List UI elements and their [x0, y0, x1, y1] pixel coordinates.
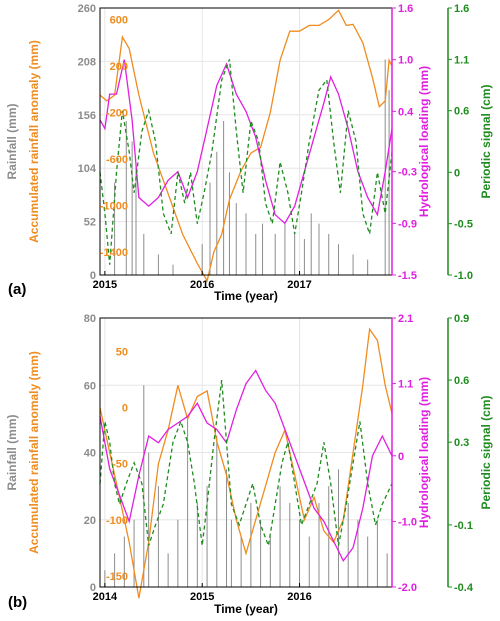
rainfall-tick-label: 52 [84, 217, 96, 229]
rainfall-tick-label: 156 [78, 110, 96, 122]
rainfall-tick-label: 20 [84, 515, 96, 527]
series-accumulated [99, 9, 393, 283]
x-axis-label: Time (year) [214, 289, 278, 303]
series-accumulated [99, 327, 393, 599]
hydro-axis-label: Hydrological loading (mm) [417, 377, 431, 528]
rainfall-tick-label: 260 [78, 3, 96, 15]
rainfall-tick-label: 80 [84, 313, 96, 325]
hydro-tick-label: -2.0 [398, 582, 417, 594]
x-tick-label: 2014 [93, 591, 118, 603]
periodic-tick-label: -0.5 [454, 219, 473, 231]
hydro-tick-label: -1.0 [398, 516, 417, 528]
x-tick-label: 2017 [287, 279, 311, 291]
periodic-tick-label: -0.4 [454, 582, 474, 594]
accumulated-tick-label: -200 [106, 107, 128, 119]
accumulated-tick-label: 0 [122, 403, 128, 415]
x-axis-label: Time (year) [214, 602, 278, 616]
series-hydro [99, 59, 393, 225]
rainfall-tick-label: 0 [90, 582, 96, 594]
accumulated-tick-label: -600 [106, 154, 128, 166]
periodic-tick-label: -1.0 [454, 270, 473, 282]
rainfall-tick-label: 0 [90, 270, 96, 282]
chart-panel-b: 2014 2015 2016 Time (year) 0 20 40 60 80 Rainfall… [5, 313, 493, 616]
panel-label: (b) [8, 594, 27, 611]
periodic-tick-label: 1.1 [454, 54, 469, 66]
periodic-tick-label: 0.9 [454, 313, 469, 325]
x-tick-label: 2015 [190, 591, 214, 603]
accumulated-tick-label: 200 [110, 61, 128, 73]
hydro-axis-label: Hydrological loading (mm) [417, 66, 431, 217]
hydro-tick-label: 1.0 [398, 55, 413, 67]
periodic-axis-label: Periodic signal (cm) [479, 395, 493, 509]
periodic-tick-label: 0.3 [454, 437, 469, 449]
periodic-tick-label: 0.6 [454, 106, 469, 118]
hydro-tick-label: 2.1 [398, 313, 413, 325]
hydro-tick-label: 1.6 [398, 3, 413, 15]
hydro-tick-label: -1.5 [398, 270, 417, 282]
x-tick-label: 2016 [287, 591, 311, 603]
periodic-tick-label: -0.1 [454, 520, 473, 532]
periodic-tick-label: 1.6 [454, 3, 469, 15]
hydro-tick-label: 0.4 [398, 106, 414, 118]
periodic-tick-label: 0 [454, 167, 460, 179]
series-periodic [99, 59, 393, 265]
rainfall-tick-label: 60 [84, 380, 96, 392]
accumulated-tick-label: 600 [110, 15, 128, 27]
accumulated-tick-label: -1400 [100, 247, 128, 259]
rainfall-tick-label: 104 [78, 163, 97, 175]
accumulated-tick-label: 50 [116, 347, 128, 359]
x-tick-label: 2016 [190, 279, 214, 291]
hydro-tick-label: 1.1 [398, 379, 413, 391]
rainfall-tick-label: 40 [84, 448, 96, 460]
periodic-axis-label: Periodic signal (cm) [479, 84, 493, 198]
panel-label: (a) [8, 281, 26, 298]
rainfall-tick-label: 208 [78, 56, 96, 68]
x-tick-label: 2015 [93, 279, 117, 291]
accumulated-tick-label: -1000 [100, 200, 128, 212]
chart-panel-a: 2015 2016 2017 Time (year) 0 52 104 156 208 260 Ra… [5, 3, 493, 303]
series-hydro [99, 369, 393, 563]
hydro-tick-label: -0.3 [398, 167, 417, 179]
accumulated-axis-label: Accumulated rainfall anomaly (mm) [27, 40, 41, 243]
accumulated-tick-label: -150 [106, 571, 128, 583]
hydro-tick-label: -0.9 [398, 218, 417, 230]
accumulated-tick-label: -100 [106, 515, 128, 527]
accumulated-axis-label: Accumulated rainfall anomaly (mm) [27, 351, 41, 554]
accumulated-tick-label: -50 [112, 459, 128, 471]
periodic-tick-label: 0.6 [454, 375, 469, 387]
hydro-tick-label: 0 [398, 451, 404, 463]
rainfall-axis-label: Rainfall (mm) [5, 414, 19, 490]
series-periodic [99, 380, 393, 549]
rainfall-axis-label: Rainfall (mm) [5, 103, 19, 179]
